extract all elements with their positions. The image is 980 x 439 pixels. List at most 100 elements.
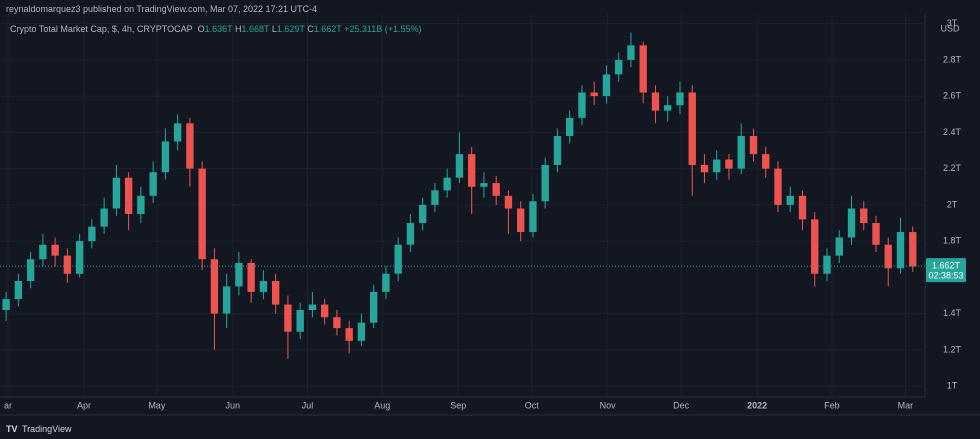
y-tick-label: 2.8T (943, 54, 962, 64)
candle-body (419, 204, 427, 223)
candle-body (566, 117, 574, 136)
candle-body (124, 177, 133, 214)
candle-body (676, 92, 684, 106)
last-price-label: 1.662T (932, 261, 961, 271)
candle-body (786, 195, 794, 205)
candle-body (651, 92, 660, 111)
candle-body (149, 172, 157, 196)
change: +25.311B (+1.55%) (344, 24, 422, 34)
candle-body (63, 255, 72, 274)
x-tick-label: 2022 (747, 400, 767, 410)
candle-body (443, 177, 451, 191)
candle-body (14, 281, 23, 300)
y-tick-label: 1.8T (943, 236, 962, 246)
y-tick-label: 1T (947, 381, 958, 391)
candle-body (798, 195, 807, 220)
candle-body (198, 168, 206, 260)
candle-body (2, 299, 10, 310)
candle-body (578, 92, 586, 118)
candle-body (872, 223, 880, 245)
candle-body (480, 183, 488, 187)
x-tick-label: ar (4, 400, 12, 410)
candle-body (186, 123, 194, 169)
candle-body (100, 208, 108, 227)
candle-body (639, 45, 647, 93)
candle-body (345, 328, 353, 341)
ohlc-value: 1.629T (276, 24, 305, 34)
x-tick-label: Dec (673, 400, 690, 410)
candle-body (370, 291, 378, 323)
candle-body (173, 123, 182, 142)
candle-body (75, 241, 84, 274)
x-tick-label: Oct (525, 400, 540, 410)
candle-body (884, 244, 892, 269)
candle-body (602, 74, 611, 97)
candle-body (296, 310, 304, 332)
x-tick-label: Jul (302, 400, 314, 410)
candle-body (382, 273, 390, 292)
candle-body (504, 195, 513, 209)
candle-body (749, 136, 758, 155)
candle-body (909, 232, 917, 267)
candle-body (235, 262, 243, 287)
candle-body (26, 259, 35, 281)
candle-body (320, 304, 329, 318)
y-tick-label: 2.4T (943, 127, 962, 137)
candle-body (700, 165, 709, 173)
candle-body (762, 154, 770, 169)
candle-body (468, 154, 476, 187)
ohlc-key: H (234, 24, 242, 34)
ohlc-key: L (271, 24, 277, 34)
ohlc-key: O (197, 24, 205, 34)
candle-body (431, 190, 439, 205)
candle-body (615, 59, 623, 75)
candle-body (271, 281, 280, 305)
y-tick-label: 2.2T (943, 163, 962, 173)
candle-body (308, 304, 317, 310)
candle-body (137, 195, 145, 214)
y-tick-label: 2.6T (943, 91, 962, 101)
candle-body (517, 208, 525, 233)
candle-body (627, 45, 635, 60)
logo[interactable]: TV (6, 424, 18, 434)
publish-info: reynaldomarquez3 published on TradingVie… (6, 4, 318, 14)
candle-body (247, 262, 255, 292)
candle-body (860, 208, 868, 223)
legend: Crypto Total Market Cap, $, 4h, CRYPTOCA… (10, 24, 422, 34)
y-tick-label: 3T (947, 18, 958, 28)
y-tick-label: 1.4T (943, 308, 962, 318)
x-tick-label: Mar (898, 400, 914, 410)
candle-body (811, 219, 819, 274)
x-tick-label: Feb (824, 400, 840, 410)
grid (0, 14, 925, 397)
candle-body (492, 183, 500, 196)
candle-body (529, 201, 537, 233)
candle-body (737, 136, 745, 169)
candle-body (259, 281, 268, 292)
candle-body (553, 136, 562, 165)
candle-body (39, 244, 47, 260)
x-tick-label: Jun (226, 400, 241, 410)
currency: USD (940, 23, 960, 33)
candle-body (333, 317, 341, 329)
y-tick-label: 2T (947, 199, 958, 209)
symbol-title: Crypto Total Market Cap, $, 4h, CRYPTOCA… (10, 24, 193, 34)
x-tick-label: Nov (600, 400, 617, 410)
candle-body (664, 105, 672, 111)
candle-body (112, 177, 121, 209)
candle-body (713, 159, 721, 173)
candle-body (847, 208, 856, 238)
candle-body (222, 286, 231, 314)
brand[interactable]: TradingView (22, 424, 72, 434)
candle-body (88, 226, 96, 242)
x-tick-label: Aug (374, 400, 390, 410)
candle-body (210, 259, 219, 314)
x-tick-label: May (148, 400, 166, 410)
candle-body (357, 322, 366, 341)
candle-body (823, 255, 831, 274)
ohlc-value: 1.636T (204, 24, 233, 34)
candle-body (161, 141, 170, 173)
